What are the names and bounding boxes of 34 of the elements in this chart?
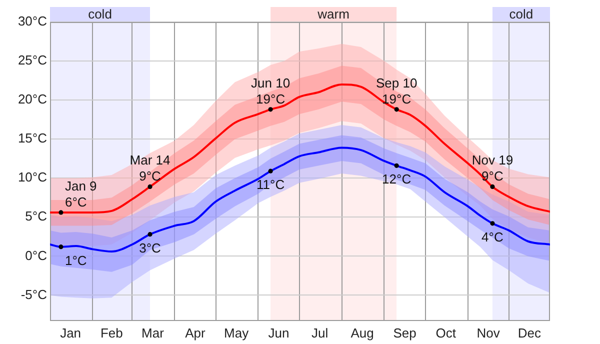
band-label: cold bbox=[88, 6, 112, 22]
annotation: 3°C bbox=[139, 240, 161, 256]
x-tick-label: Aug bbox=[350, 325, 374, 340]
line-series bbox=[50, 146, 550, 253]
y-tick-label: 10°C bbox=[18, 170, 47, 185]
x-tick-label: Apr bbox=[185, 325, 206, 340]
band-label: warm bbox=[316, 6, 350, 22]
annotation: 11°C bbox=[256, 177, 285, 192]
x-tick-label: Jun bbox=[268, 325, 290, 340]
x-tick-label: May bbox=[224, 325, 250, 340]
annotation: Sep 10 19°C bbox=[376, 75, 418, 106]
y-tick-label: 20°C bbox=[18, 92, 47, 107]
annotation: Nov 19 9°C bbox=[472, 152, 514, 184]
x-tick-label: Jul bbox=[312, 325, 328, 340]
x-tick-label: Jan bbox=[60, 325, 82, 340]
y-tick-label: 25°C bbox=[18, 52, 47, 68]
annotation: 12°C bbox=[382, 172, 412, 187]
y-tick-label: 15°C bbox=[18, 130, 47, 146]
annotation: Mar 14 9°C bbox=[130, 152, 170, 184]
annotation: Jun 10 19°C bbox=[251, 75, 290, 106]
y-tick-label: -5°C bbox=[20, 286, 47, 302]
x-tick-label: Dec bbox=[518, 325, 542, 340]
x-tick-label: Sep bbox=[393, 325, 416, 340]
y-tick-label: 5°C bbox=[25, 208, 47, 224]
x-tick-label: Nov bbox=[476, 325, 500, 340]
x-tick-label: Oct bbox=[436, 325, 456, 340]
annotation: Jan 9 6°C bbox=[64, 178, 97, 210]
band-label: cold bbox=[509, 6, 534, 22]
y-tick-label: 30°C bbox=[18, 14, 47, 29]
annotation: 4°C bbox=[482, 229, 504, 244]
x-tick-label: Feb bbox=[100, 325, 123, 340]
x-tick-label: Mar bbox=[142, 325, 165, 340]
y-tick-label: 0°C bbox=[25, 248, 47, 263]
annotation: 1°C bbox=[64, 252, 87, 268]
